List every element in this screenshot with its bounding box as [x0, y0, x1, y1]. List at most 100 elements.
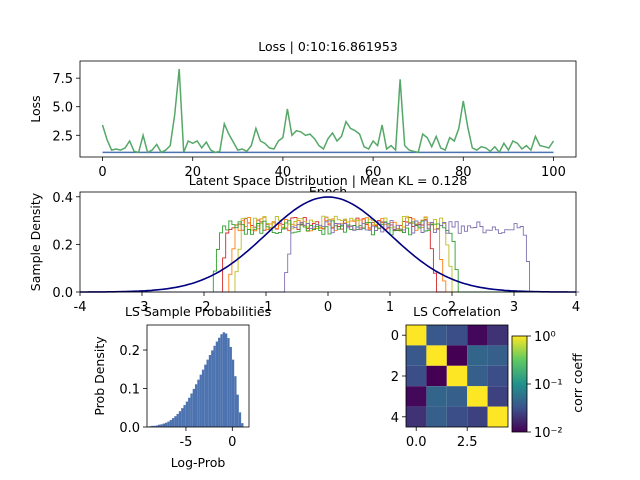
correlation-cell [426, 345, 447, 366]
correlation-yticks: 0 2 4 [391, 329, 406, 426]
probabilities-bar [241, 423, 244, 427]
correlation-ytick-label: 0 [391, 329, 399, 344]
latent-panel: Latent Space Distribution | Mean KL = 0.… [28, 173, 580, 315]
probabilities-bar [151, 425, 154, 427]
loss-ytick-label: 2.5 [52, 129, 73, 144]
loss-yticks: 2.5 5.0 7.5 [52, 72, 80, 144]
latent-xticks: -4 -3 -2 -1 0 1 2 3 4 [74, 292, 580, 315]
probabilities-bar [158, 424, 161, 427]
loss-xtick-label: 0 [98, 165, 106, 180]
latent-xtick-label: 1 [386, 300, 394, 315]
probabilities-bar [206, 359, 209, 427]
probabilities-bar [234, 376, 237, 427]
colorbar-ticks: 10⁻² 10⁻¹ 10⁰ [527, 330, 563, 441]
probabilities-ylabel: Prob Density [92, 336, 107, 416]
correlation-cell [426, 365, 447, 387]
latent-axes-bg [80, 192, 576, 292]
probabilities-bar [238, 412, 242, 427]
loss-title: Loss | 0:10:16.861953 [258, 39, 397, 54]
correlation-cell [467, 365, 488, 387]
colorbar-tick-label: 10⁻¹ [534, 378, 563, 393]
loss-xtick-label: 100 [541, 165, 566, 180]
probabilities-bar [162, 423, 166, 427]
latent-xtick-label: 4 [572, 300, 580, 315]
loss-series-group [101, 68, 555, 154]
probabilities-ytick-label: 0.2 [119, 344, 140, 359]
probabilities-bars [148, 332, 244, 427]
loss-ytick-label: 5.0 [52, 101, 73, 116]
correlation-cell [426, 406, 447, 427]
correlation-xtick-label: 2.5 [457, 435, 478, 450]
correlation-cells [406, 325, 508, 427]
probabilities-bar [155, 425, 159, 427]
probabilities-xticks: -5 0 [179, 427, 236, 450]
probabilities-bar [185, 401, 189, 427]
probabilities-bar [213, 345, 216, 427]
correlation-cell [406, 406, 427, 427]
latent-normal-curve [80, 196, 576, 293]
loss-ytick-label: 7.5 [52, 72, 73, 87]
probabilities-bar [169, 420, 172, 427]
correlation-cell [426, 325, 447, 346]
probabilities-axes-frame [146, 324, 250, 428]
correlation-cell [446, 406, 468, 427]
probabilities-bar [197, 379, 200, 427]
correlation-xticks: 0.0 2.5 [406, 427, 478, 450]
probabilities-bar [160, 424, 163, 427]
probabilities-panel: LS Sample Probabilities -5 0 0.0 0.1 0.2 Lo… [92, 304, 271, 470]
colorbar-tick-label: 10⁰ [534, 330, 556, 345]
correlation-cell [467, 386, 488, 407]
latent-ylabel: Sample Density [28, 192, 43, 291]
correlation-cell [446, 365, 468, 387]
correlation-cell [406, 325, 427, 346]
latent-title: Latent Space Distribution | Mean KL = 0.… [189, 173, 468, 188]
probabilities-bar [222, 332, 225, 427]
correlation-ytick-label: 4 [391, 411, 399, 426]
probabilities-bar [208, 355, 212, 427]
loss-xtick-label: 80 [455, 165, 472, 180]
probabilities-bar [199, 374, 202, 427]
correlation-cell [426, 386, 447, 407]
loss-axes-frame [79, 60, 577, 158]
latent-xtick-label: 3 [510, 300, 518, 315]
probabilities-ytick-label: 0.0 [119, 421, 140, 436]
probabilities-bar [167, 421, 170, 427]
correlation-cell [487, 365, 508, 387]
latent-yticks: 0.0 0.2 0.4 [52, 191, 80, 301]
correlation-cell [467, 345, 488, 366]
correlation-cell [446, 345, 468, 366]
correlation-cell [487, 345, 508, 366]
correlation-title: LS Correlation [413, 304, 501, 319]
correlation-panel: LS Correlation 0.0 2.5 0 2 4 10⁻² 10⁻¹ 10⁰ co… [391, 304, 585, 450]
correlation-cell [467, 406, 488, 427]
loss-xtick-label: 20 [184, 165, 201, 180]
probabilities-bar [220, 334, 223, 427]
colorbar-label: corr coeff [570, 353, 585, 413]
latent-xtick-label: 2 [448, 300, 456, 315]
correlation-cell [446, 386, 468, 407]
correlation-cell [406, 365, 427, 387]
probabilities-bar [181, 408, 184, 427]
probabilities-bar [178, 411, 182, 427]
latent-ytick-label: 0.2 [52, 238, 73, 253]
probabilities-xtick-label: -5 [179, 435, 192, 450]
probabilities-xtick-label: 0 [228, 435, 236, 450]
latent-ytick-label: 0.4 [52, 191, 73, 206]
correlation-ytick-label: 2 [391, 370, 399, 385]
loss-series-line [101, 68, 555, 154]
latent-xtick-label: -2 [198, 300, 211, 315]
probabilities-bar [183, 405, 186, 427]
correlation-cell [487, 386, 508, 407]
correlation-cell [487, 325, 508, 346]
probabilities-bar [215, 341, 219, 427]
colorbar [511, 335, 528, 433]
latent-ytick-label: 0.0 [52, 286, 73, 301]
probabilities-ytick-label: 0.1 [119, 383, 140, 398]
probabilities-bar [194, 384, 198, 427]
probabilities-bar [224, 333, 228, 427]
latent-reference-curve [80, 196, 576, 293]
probabilities-bar [190, 393, 193, 427]
probabilities-bar [201, 369, 205, 427]
correlation-xtick-label: 0.0 [406, 435, 427, 450]
